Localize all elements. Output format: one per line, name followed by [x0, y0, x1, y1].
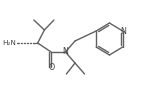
Text: O: O: [49, 62, 55, 71]
Text: H₂N: H₂N: [2, 40, 16, 46]
Text: N: N: [62, 48, 68, 57]
Text: N: N: [120, 27, 126, 36]
